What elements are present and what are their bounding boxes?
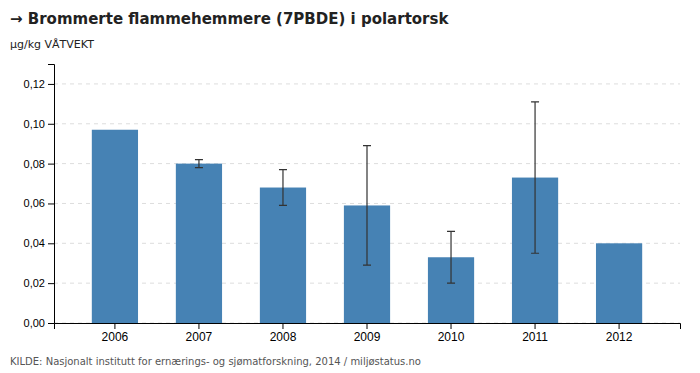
grid [54, 84, 680, 323]
x-tick-label: 2010 [438, 330, 465, 344]
y-tick-label: 0,02 [24, 277, 45, 289]
error-bar [195, 160, 203, 168]
error-bar [279, 170, 287, 206]
y-tick: 0,04 [24, 237, 54, 249]
y-tick-label: 0,08 [24, 158, 45, 170]
title: → Brommerte flammehemmere (7PBDE) i pola… [10, 10, 449, 28]
x-tick: 2011 [522, 323, 548, 344]
y-tick: 0,00 [24, 317, 54, 329]
chart: 2006 2007 2008 2009 2010 2011 2012 0,00 0,02 0,04… [0, 0, 700, 373]
x-tick: 2007 [186, 323, 213, 344]
x-tick-mark [619, 323, 620, 329]
plot-area [92, 102, 642, 323]
x-tick: 2010 [438, 323, 465, 344]
error-bar [363, 146, 371, 266]
y-tick-label: 0,04 [24, 237, 45, 249]
grid-line [54, 123, 680, 124]
y-axis-line [48, 65, 55, 324]
x-tick-mark [282, 323, 283, 329]
y-tick-mark [48, 203, 54, 204]
x-tick-mark [367, 323, 368, 329]
bar [596, 243, 642, 323]
x-tick-label: 2007 [186, 330, 213, 344]
bar [92, 130, 138, 323]
y-tick: 0,06 [24, 197, 54, 209]
x-tick-label: 2009 [354, 330, 381, 344]
x-tick: 2009 [354, 323, 381, 344]
grid-line [54, 83, 680, 84]
y-tick: 0,02 [24, 277, 54, 289]
y-tick-mark [48, 84, 54, 85]
x-tick-mark [114, 323, 115, 329]
x-tick-label: 2011 [522, 330, 548, 344]
y-tick-mark [48, 243, 54, 244]
y-tick-mark [48, 323, 54, 324]
error-bar [447, 231, 455, 283]
x-tick: 2008 [270, 323, 297, 344]
x-tick-mark [535, 323, 536, 329]
x-tick-label: 2008 [270, 330, 297, 344]
y-tick: 0,12 [24, 78, 54, 90]
error-bar [531, 102, 539, 253]
y-axis: 0,00 0,02 0,04 0,06 0,08 0,10 0,12 [24, 65, 55, 330]
y-tick-label: 0,12 [24, 78, 45, 90]
source: KILDE: Nasjonalt institutt for ernærings… [10, 356, 421, 367]
bar [260, 188, 306, 323]
x-tick-mark [198, 323, 199, 329]
y-tick: 0,08 [24, 158, 54, 170]
y-tick: 0,10 [24, 118, 54, 130]
bar [176, 164, 222, 323]
x-tick-mark [451, 323, 452, 329]
y-tick-label: 0,06 [24, 197, 45, 209]
y-axis-label: μg/kg VÅTVEKT [10, 38, 94, 51]
y-tick-label: 0,10 [24, 118, 45, 130]
y-tick-mark [48, 124, 54, 125]
y-tick-mark [48, 164, 54, 165]
x-tick: 2012 [606, 323, 633, 344]
x-axis: 2006 2007 2008 2009 2010 2011 2012 [55, 323, 681, 344]
x-tick-label: 2006 [102, 330, 129, 344]
x-axis-line [55, 324, 681, 330]
y-tick-mark [48, 283, 54, 284]
y-tick-label: 0,00 [24, 317, 45, 329]
x-tick-label: 2012 [606, 330, 633, 344]
x-tick: 2006 [102, 323, 129, 344]
